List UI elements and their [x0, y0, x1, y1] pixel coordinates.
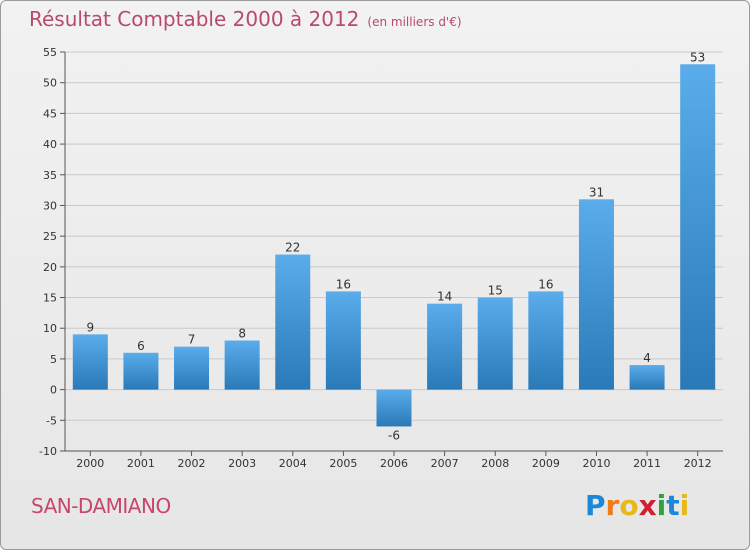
y-tick-label: 25 — [43, 230, 57, 243]
logo-letter: o — [619, 489, 639, 522]
value-label-2007: 14 — [437, 290, 452, 304]
value-label-2002: 7 — [188, 333, 196, 347]
x-tick-label: 2010 — [582, 457, 610, 470]
value-label-2005: 16 — [336, 277, 351, 291]
x-tick-label: 2005 — [329, 457, 357, 470]
y-tick-label: 0 — [50, 384, 57, 397]
bar-2000 — [72, 334, 108, 390]
y-tick-label: 20 — [43, 261, 57, 274]
logo-letter: t — [666, 489, 680, 522]
value-label-2006: -6 — [388, 428, 400, 442]
bars — [72, 64, 716, 427]
bar-2002 — [174, 346, 210, 390]
y-tick-label: 50 — [43, 77, 57, 90]
value-label-2003: 8 — [238, 327, 246, 341]
proxiti-logo[interactable]: Proxiti — [585, 489, 689, 522]
value-label-2004: 22 — [285, 241, 300, 255]
bar-2004 — [275, 254, 311, 390]
logo-letter: i — [679, 489, 690, 522]
value-label-2000: 9 — [86, 320, 94, 334]
value-label-2001: 6 — [137, 339, 145, 353]
bar-2010 — [578, 199, 614, 390]
value-label-2010: 31 — [589, 185, 604, 199]
bar-2011 — [629, 365, 665, 390]
y-tick-label: -10 — [39, 445, 57, 458]
chart-title: Résultat Comptable 2000 à 2012 (en millie… — [29, 7, 462, 31]
bar-2001 — [123, 352, 159, 390]
x-tick-label: 2001 — [127, 457, 155, 470]
axes: -10 -5 0 5 10 15 20 25 30 35 40 45 50 55 2000 2001 2002 2… — [39, 46, 723, 470]
commune-name: SAN-DAMIANO — [31, 494, 171, 518]
y-tick-label: 15 — [43, 292, 57, 305]
x-tick-label: 2004 — [279, 457, 307, 470]
bar-2005 — [325, 291, 361, 390]
y-tick-label: 45 — [43, 107, 57, 120]
value-label-2011: 4 — [643, 351, 651, 365]
x-tick-label: 2006 — [380, 457, 408, 470]
y-tick-label: 35 — [43, 169, 57, 182]
x-tick-label: 2009 — [532, 457, 560, 470]
y-tick-label: 40 — [43, 138, 57, 151]
bar-2009 — [528, 291, 564, 390]
x-tick-label: 2007 — [431, 457, 459, 470]
y-tick-label: 30 — [43, 199, 57, 212]
x-tick-label: 2000 — [76, 457, 104, 470]
value-label-2009: 16 — [538, 277, 553, 291]
logo-letter: x — [638, 489, 657, 522]
logo-letter: i — [656, 489, 667, 522]
bar-2006 — [376, 389, 412, 427]
x-tick-label: 2012 — [684, 457, 712, 470]
y-tick-label: 55 — [43, 46, 57, 59]
y-tick-label: -5 — [46, 414, 57, 427]
chart-title-text: Résultat Comptable 2000 à 2012 — [29, 7, 360, 31]
x-tick-label: 2002 — [178, 457, 206, 470]
bar-2012 — [680, 64, 716, 390]
x-tick-label: 2011 — [633, 457, 661, 470]
bar-2008 — [477, 297, 513, 390]
y-tick-label: 10 — [43, 322, 57, 335]
logo-letter: r — [605, 489, 620, 522]
logo-letter: P — [585, 489, 606, 522]
value-labels: 9 6 7 8 22 16 -6 14 15 16 31 4 53 — [86, 50, 705, 442]
chart-subtitle: (en milliers d'€) — [367, 15, 462, 29]
bar-2003 — [224, 340, 260, 390]
x-tick-label: 2003 — [228, 457, 256, 470]
x-tick-label: 2008 — [481, 457, 509, 470]
bar-2007 — [427, 303, 463, 390]
y-tick-label: 5 — [50, 353, 57, 366]
value-label-2008: 15 — [488, 284, 503, 298]
value-label-2012: 53 — [690, 50, 705, 64]
